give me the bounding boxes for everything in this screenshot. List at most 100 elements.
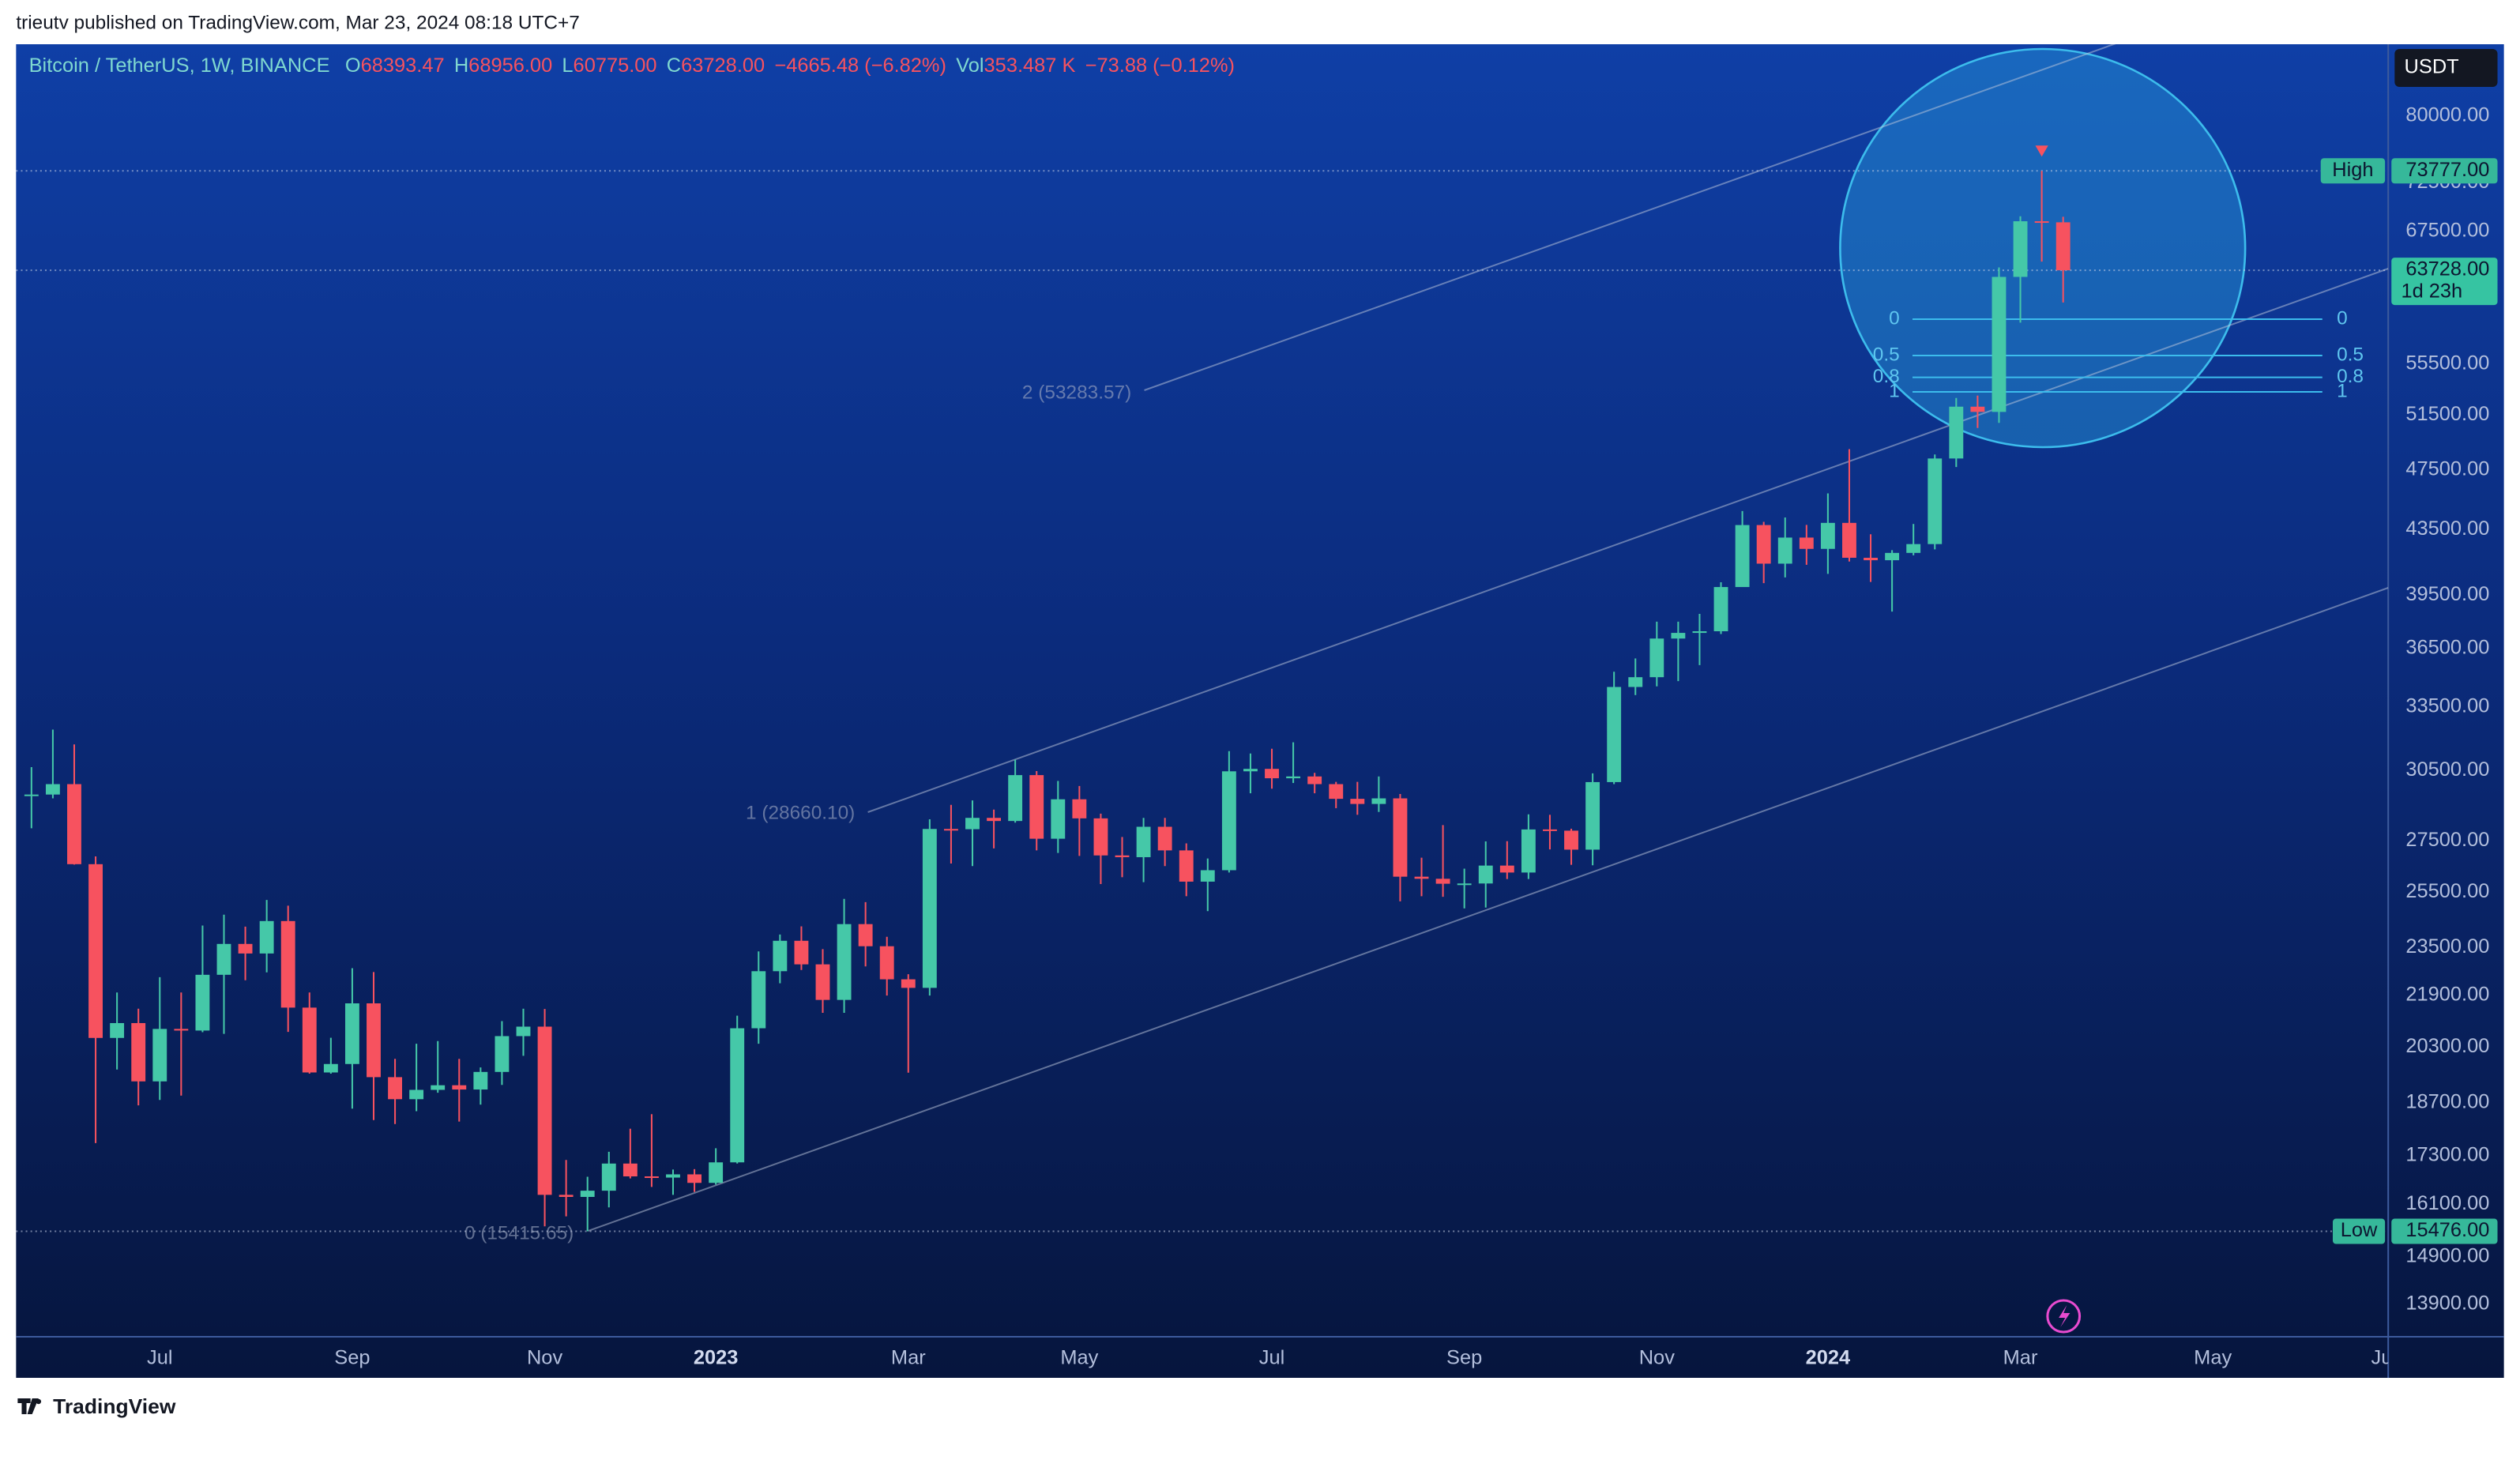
channel-label: 0 (15415.65) xyxy=(465,1223,574,1244)
candle-body xyxy=(858,924,873,946)
candle-body xyxy=(1607,687,1622,782)
candle-body xyxy=(1329,784,1344,800)
attribution: trieutv published on TradingView.com, Ma… xyxy=(16,13,579,34)
candle-body xyxy=(2013,221,2028,277)
chart-background xyxy=(16,44,2504,1378)
candle-body xyxy=(216,943,231,975)
y-tick-label: 39500.00 xyxy=(2405,583,2489,605)
y-tick-label: 23500.00 xyxy=(2405,935,2489,958)
x-tick-label: Mar xyxy=(891,1347,926,1369)
event-icon[interactable] xyxy=(2046,1299,2082,1334)
legend-value: 353.487 K xyxy=(984,55,1076,77)
candle-body xyxy=(88,864,103,1038)
legend-key: C xyxy=(667,55,681,77)
x-tick-label: 2024 xyxy=(1806,1347,1851,1369)
candle-body xyxy=(1200,870,1215,882)
brand-name: TradingView xyxy=(53,1394,176,1418)
candle-body xyxy=(1649,638,1664,678)
candle-body xyxy=(302,1007,317,1073)
price-label-value: 15476.00 xyxy=(2405,1219,2489,1241)
candle-body xyxy=(1221,771,1236,871)
y-tick-label: 27500.00 xyxy=(2405,829,2489,851)
currency-label[interactable]: USDT xyxy=(2405,56,2459,78)
candle-body xyxy=(152,1029,167,1082)
price-label-box xyxy=(2391,158,2498,184)
candle-body xyxy=(1478,865,1493,884)
price-label-box xyxy=(2391,1218,2498,1244)
candle-body xyxy=(388,1077,402,1100)
event-icon-bolt xyxy=(2059,1305,2071,1327)
candle-body xyxy=(1628,677,1643,687)
candle-body xyxy=(1051,799,1066,839)
candle-body xyxy=(987,818,1002,822)
legend-key: H xyxy=(454,55,468,77)
candle-body xyxy=(431,1085,446,1090)
currency-button[interactable] xyxy=(2394,49,2498,87)
y-tick-label: 25500.00 xyxy=(2405,880,2489,902)
legend-key: Vol xyxy=(956,55,984,77)
price-label-tag xyxy=(2320,158,2386,184)
y-tick-label: 51500.00 xyxy=(2405,403,2489,425)
candle-body xyxy=(1928,458,1943,544)
channel-line xyxy=(588,587,2389,1232)
candle-body xyxy=(1970,406,1985,412)
candle-body xyxy=(1885,552,1900,561)
legend-key: O xyxy=(345,55,361,77)
candle-body xyxy=(516,1026,531,1037)
candle-body xyxy=(773,940,788,972)
x-tick-label: Sep xyxy=(1446,1347,1482,1369)
candle-body xyxy=(1350,799,1365,804)
channel-label: 1 (28660.10) xyxy=(746,803,855,824)
x-tick-label: Jul xyxy=(2371,1347,2397,1369)
candle-body xyxy=(495,1036,510,1072)
y-tick-label: 43500.00 xyxy=(2405,517,2489,540)
candle-body xyxy=(1585,781,1600,850)
candle-body xyxy=(1307,776,1322,785)
candle-body xyxy=(794,940,809,965)
candle-body xyxy=(1864,558,1878,561)
last-price-countdown: 1d 23h xyxy=(2401,280,2462,303)
candle-body xyxy=(580,1191,595,1198)
candle-body xyxy=(344,1003,359,1064)
candle-body xyxy=(67,784,81,864)
candle-body xyxy=(409,1089,424,1100)
candle-body xyxy=(1949,406,1964,459)
candle-body xyxy=(901,979,916,988)
price-label-name: Low xyxy=(2341,1219,2378,1241)
high-marker xyxy=(2035,145,2048,157)
y-tick-label: 55500.00 xyxy=(2405,352,2489,374)
x-tick-label: Nov xyxy=(527,1347,563,1369)
candle-body xyxy=(1093,818,1108,856)
candle-body xyxy=(1435,879,1450,884)
candle-body xyxy=(537,1026,552,1195)
candle-body xyxy=(666,1174,680,1178)
legend-value: −4665.48 (−6.82%) xyxy=(774,55,946,77)
candle-body xyxy=(922,829,937,988)
circle-drawing xyxy=(1839,47,2247,449)
legend-value: 68393.47 xyxy=(361,55,445,77)
y-tick-label: 47500.00 xyxy=(2405,457,2489,480)
x-tick-label: Nov xyxy=(1639,1347,1676,1369)
candle-body xyxy=(238,943,253,954)
candle-body xyxy=(751,971,766,1029)
candle-body xyxy=(1799,537,1814,549)
price-label-value: 73777.00 xyxy=(2405,159,2489,181)
y-tick-label: 16100.00 xyxy=(2405,1192,2489,1214)
candle-body xyxy=(1756,525,1771,564)
y-tick-label: 14900.00 xyxy=(2405,1245,2489,1267)
x-tick-label: Jul xyxy=(1259,1347,1284,1369)
candle-body xyxy=(1543,829,1557,831)
candle-body xyxy=(452,1085,467,1090)
x-tick-label: 2023 xyxy=(694,1347,739,1369)
candle-body xyxy=(1393,798,1408,877)
candle-body xyxy=(1115,855,1130,857)
fib-label: 0.5 xyxy=(2337,344,2364,366)
candle-body xyxy=(1179,850,1194,882)
candle-body xyxy=(1371,798,1386,804)
y-tick-label: 33500.00 xyxy=(2405,695,2489,717)
channel-line xyxy=(1144,44,2116,391)
price-label-tag xyxy=(2332,1218,2386,1244)
candle-body xyxy=(1906,544,1921,553)
candle-body xyxy=(687,1174,702,1183)
